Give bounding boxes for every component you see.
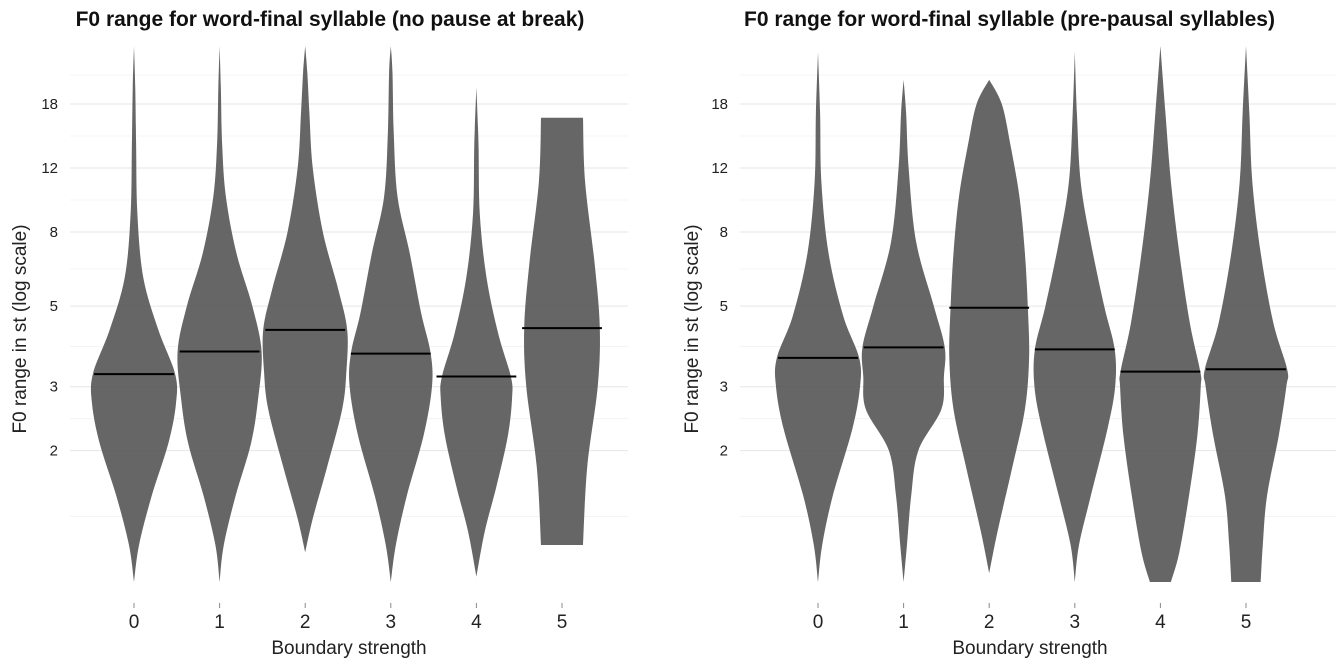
- violin-2: [949, 79, 1030, 608]
- x-axis-title: Boundary strength: [952, 638, 1107, 659]
- x-tick-label: 3: [1070, 612, 1081, 633]
- y-tick-label: 5: [720, 298, 728, 315]
- x-tick-label: 0: [813, 612, 824, 633]
- x-tick-label: 4: [1155, 612, 1166, 633]
- violin-body: [177, 46, 262, 582]
- y-tick-label: 3: [720, 379, 728, 396]
- violin-body: [90, 46, 178, 582]
- violin-body: [440, 87, 513, 577]
- y-tick-label: 8: [50, 224, 58, 241]
- y-axis-title: F0 range in st (log scale): [10, 224, 31, 433]
- y-tick-label: 12: [711, 160, 728, 177]
- violin-body: [262, 46, 348, 553]
- y-axis-title: F0 range in st (log scale): [682, 224, 703, 433]
- x-tick-label: 5: [1241, 612, 1252, 633]
- x-tick-label: 4: [471, 612, 482, 633]
- violin-4: [1119, 46, 1202, 608]
- violin-5: [522, 117, 602, 608]
- x-tick-label: 5: [557, 612, 568, 633]
- violin-0: [90, 46, 178, 608]
- x-axis-title: Boundary strength: [271, 638, 426, 659]
- violin-1: [177, 46, 262, 608]
- violin-0: [774, 52, 862, 608]
- violin-2: [262, 46, 348, 608]
- x-tick-label: 2: [984, 612, 995, 633]
- y-tick-label: 12: [41, 160, 58, 177]
- y-tick-label: 18: [41, 96, 58, 113]
- violin-4: [436, 87, 517, 608]
- violin-1: [861, 79, 946, 608]
- violin-body: [774, 52, 862, 582]
- chart-title-right: F0 range for word-final syllable (pre-pa…: [744, 8, 1275, 31]
- x-tick-label: 1: [214, 612, 225, 633]
- chart-panel-left: F0 range for word-final syllable (no pau…: [0, 0, 660, 662]
- violin-3: [1033, 52, 1117, 608]
- violin-body: [1119, 46, 1202, 582]
- y-tick-label: 5: [50, 298, 58, 315]
- y-tick-label: 2: [720, 443, 728, 460]
- chart-panel-right: F0 range for word-final syllable (pre-pa…: [680, 0, 1339, 662]
- x-tick-label: 1: [898, 612, 909, 633]
- x-tick-label: 3: [386, 612, 397, 633]
- chart-title-left: F0 range for word-final syllable (no pau…: [75, 8, 585, 31]
- x-tick-label: 0: [129, 612, 140, 633]
- y-tick-label: 8: [720, 224, 728, 241]
- x-tick-label: 2: [300, 612, 311, 633]
- y-tick-label: 18: [711, 96, 728, 113]
- violin-3: [349, 46, 433, 608]
- violin-5: [1203, 46, 1289, 608]
- y-tick-label: 2: [50, 443, 58, 460]
- y-tick-label: 3: [50, 379, 58, 396]
- violin-body: [1033, 52, 1117, 582]
- violin-body: [949, 79, 1030, 574]
- violin-body: [861, 79, 946, 583]
- violin-body: [1203, 46, 1289, 582]
- violin-body: [349, 46, 433, 582]
- violin-body: [524, 117, 600, 545]
